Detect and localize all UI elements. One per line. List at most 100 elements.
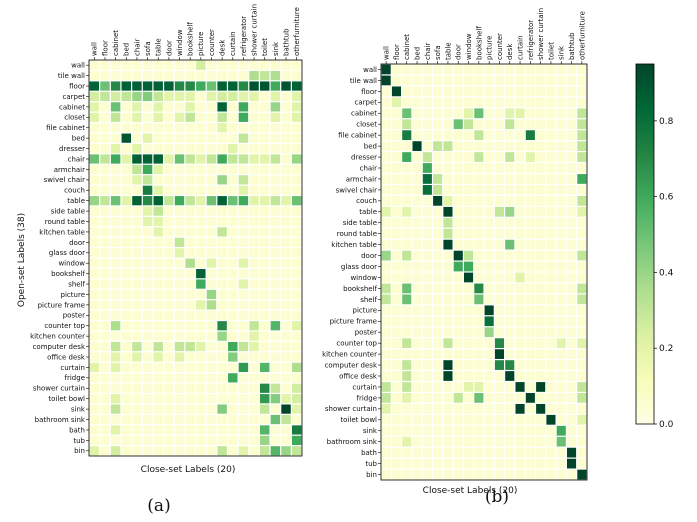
panel-a-cell-10-10 (196, 164, 206, 175)
panel-a-cell-36-1 (100, 435, 110, 445)
panel-a-cell-28-14 (238, 352, 249, 362)
panel-b-cell-29-2 (402, 382, 412, 392)
panel-a-cell-9-11 (206, 154, 217, 164)
panel-b-cell-25-6 (443, 338, 453, 349)
panel-b-cell-20-15 (536, 283, 546, 294)
panel-a-cell-21-10 (196, 279, 206, 289)
panel-b-ytick-label: door (361, 252, 377, 260)
panel-b-cell-28-0 (381, 371, 391, 381)
panel-b-cell-35-6 (443, 447, 453, 458)
panel-a-cell-29-16 (260, 362, 270, 373)
panel-b-cell-4-18 (567, 108, 577, 119)
panel-a-cell-20-11 (206, 269, 217, 279)
panel-b-cell-32-10 (484, 414, 494, 425)
panel-a-cell-6-16 (260, 123, 270, 133)
panel-b-cell-34-14 (525, 436, 535, 447)
panel-a-cell-21-6 (153, 279, 163, 289)
panel-b-cell-36-8 (464, 458, 474, 469)
panel-a-cell-35-1 (100, 425, 110, 435)
panel-b-cell-30-3 (412, 393, 422, 403)
panel-b-cell-2-2 (402, 86, 412, 97)
panel-b-cell-12-7 (453, 195, 463, 206)
panel-b-cell-27-8 (464, 360, 474, 370)
panel-b-cell-3-6 (443, 97, 453, 108)
panel-b-cell-30-15 (536, 393, 546, 403)
panel-b-cell-23-9 (474, 316, 484, 327)
panel-a-cell-7-12 (217, 133, 227, 143)
panel-b-cell-12-6 (443, 195, 453, 206)
panel-a-cell-25-15 (249, 321, 259, 331)
panel-a-cell-23-8 (174, 300, 185, 310)
panel-b-cell-22-13 (515, 305, 525, 316)
panel-b-cell-36-13 (515, 458, 525, 469)
panel-a-cell-34-15 (249, 414, 259, 425)
panel-a-cell-33-5 (142, 404, 153, 414)
panel-b-cell-5-13 (515, 119, 525, 130)
panel-b-cell-24-0 (381, 327, 391, 338)
panel-b-cell-20-0 (381, 283, 391, 294)
panel-a-cell-28-11 (206, 352, 217, 362)
panel-a-cell-28-12 (217, 352, 227, 362)
panel-b-cell-34-16 (546, 436, 556, 447)
panel-b-cell-16-11 (494, 239, 504, 250)
panel-b-ytick-label: tile wall (350, 77, 377, 85)
panel-a-ytick-label: bed (72, 135, 85, 143)
panel-a-cell-4-1 (100, 102, 110, 112)
panel-a-cell-8-15 (249, 143, 259, 154)
panel-b-cell-21-19 (577, 294, 587, 305)
panel-a-cell-27-5 (142, 341, 153, 352)
panel-b-cell-1-17 (556, 75, 566, 86)
panel-b-cell-29-14 (525, 382, 535, 392)
panel-a-cell-27-1 (100, 341, 110, 352)
panel-a-cell-10-12 (217, 164, 227, 175)
panel-a-cell-24-10 (196, 310, 206, 320)
panel-b-cell-33-17 (556, 425, 566, 436)
panel-b-cell-4-4 (422, 108, 432, 119)
panel-a-cell-33-2 (110, 404, 121, 414)
panel-b-cell-7-0 (381, 141, 391, 151)
panel-a-cell-34-16 (260, 414, 270, 425)
panel-a-cell-10-19 (291, 164, 302, 175)
panel-a-cell-18-7 (164, 248, 174, 258)
panel-b-cell-26-16 (546, 349, 556, 359)
panel-a-cell-17-14 (238, 237, 249, 247)
panel-b-cell-2-11 (494, 86, 504, 97)
panel-a-cell-29-13 (228, 362, 238, 373)
panel-b-cell-36-19 (577, 458, 587, 469)
panel-b-cell-35-11 (494, 447, 504, 458)
panel-a-cell-23-15 (249, 300, 259, 310)
panel-a-cell-7-18 (281, 133, 291, 143)
panel-b-cell-26-1 (391, 349, 401, 359)
panel-a-cell-2-13 (228, 81, 238, 91)
panel-a-cell-30-5 (142, 373, 153, 383)
panel-a-cell-14-10 (196, 206, 206, 216)
panel-a-cell-2-19 (291, 81, 302, 91)
panel-b-cell-15-8 (464, 228, 474, 239)
panel-a-cell-13-11 (206, 196, 217, 206)
panel-b-cell-4-16 (546, 108, 556, 119)
panel-a-cell-9-9 (185, 154, 195, 164)
panel-a-xtick-label: cabinet (112, 30, 120, 56)
panel-b-cell-20-1 (391, 283, 401, 294)
panel-b-cell-31-18 (567, 403, 577, 414)
panel-a-cell-28-10 (196, 352, 206, 362)
panel-a-cell-9-19 (291, 154, 302, 164)
panel-a-cell-14-17 (270, 206, 281, 216)
panel-b-cell-35-7 (453, 447, 463, 458)
panel-b-cell-28-9 (474, 371, 484, 381)
panel-a-cell-12-3 (121, 185, 131, 195)
panel-a-cell-6-3 (121, 123, 131, 133)
panel-b-cell-28-10 (484, 371, 494, 381)
panel-a-cell-22-4 (132, 289, 142, 300)
panel-a-cell-13-16 (260, 196, 270, 206)
panel-b-cell-24-2 (402, 327, 412, 338)
panel-a-cell-14-4 (132, 206, 142, 216)
panel-b-cell-31-10 (484, 403, 494, 414)
panel-b-cell-0-12 (505, 64, 515, 75)
panel-b-cell-27-10 (484, 360, 494, 370)
panel-b-cell-35-3 (412, 447, 422, 458)
panel-b-cell-5-4 (422, 119, 432, 130)
panel-a-cell-33-10 (196, 404, 206, 414)
panel-b-cell-31-19 (577, 403, 587, 414)
panel-a-cell-26-9 (185, 331, 195, 341)
